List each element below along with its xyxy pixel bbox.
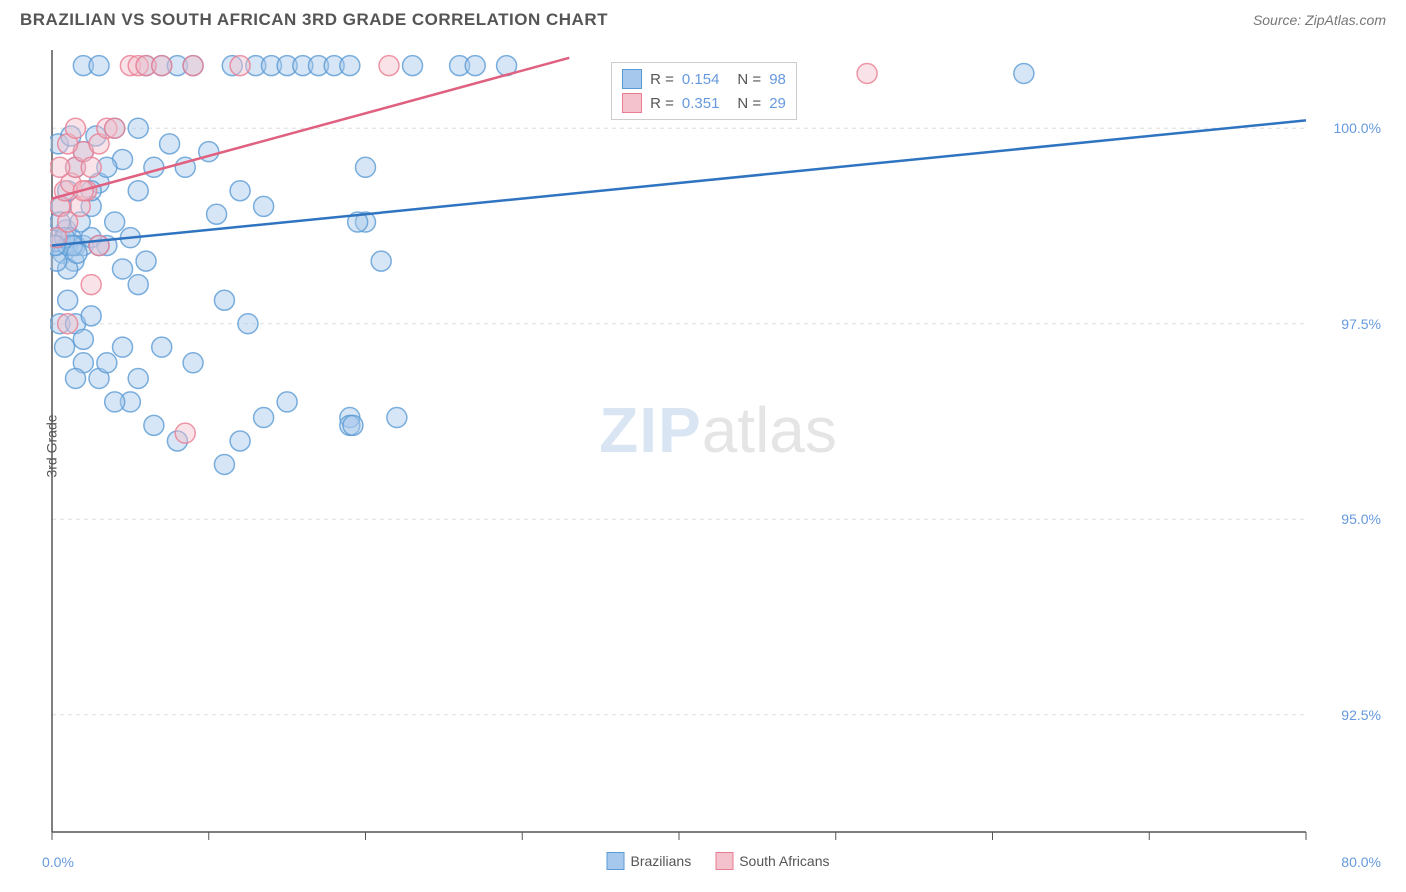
y-tick-label: 92.5% <box>1341 707 1381 723</box>
source-attribution: Source: ZipAtlas.com <box>1253 12 1386 28</box>
legend-label: South Africans <box>739 853 829 869</box>
r-value: 0.154 <box>682 71 720 88</box>
r-value: 0.351 <box>682 95 720 112</box>
x-tick-label: 0.0% <box>42 854 74 870</box>
r-label: R = <box>650 71 674 88</box>
n-label: N = <box>737 95 761 112</box>
legend-item: South Africans <box>715 852 829 870</box>
legend-swatch-icon <box>607 852 625 870</box>
r-label: R = <box>650 95 674 112</box>
correlation-legend: R = 0.154 N = 98 R = 0.351 N = 29 <box>611 62 797 120</box>
x-tick-label: 80.0% <box>1341 854 1381 870</box>
n-label: N = <box>737 71 761 88</box>
y-tick-label: 95.0% <box>1341 511 1381 527</box>
legend-label: Brazilians <box>631 853 692 869</box>
correlation-row: R = 0.351 N = 29 <box>622 91 786 115</box>
legend-swatch-icon <box>622 93 642 113</box>
n-value: 98 <box>769 71 786 88</box>
scatter-chart-svg <box>50 50 1386 842</box>
series-legend: Brazilians South Africans <box>607 852 830 870</box>
chart-title: BRAZILIAN VS SOUTH AFRICAN 3RD GRADE COR… <box>20 10 608 30</box>
correlation-row: R = 0.154 N = 98 <box>622 67 786 91</box>
legend-swatch-icon <box>715 852 733 870</box>
y-axis-label: 3rd Grade <box>44 414 60 477</box>
y-tick-label: 97.5% <box>1341 316 1381 332</box>
y-tick-label: 100.0% <box>1334 120 1381 136</box>
legend-item: Brazilians <box>607 852 692 870</box>
legend-swatch-icon <box>622 69 642 89</box>
n-value: 29 <box>769 95 786 112</box>
chart-area: 3rd Grade R = 0.154 N = 98 R = 0.351 N =… <box>50 50 1386 842</box>
